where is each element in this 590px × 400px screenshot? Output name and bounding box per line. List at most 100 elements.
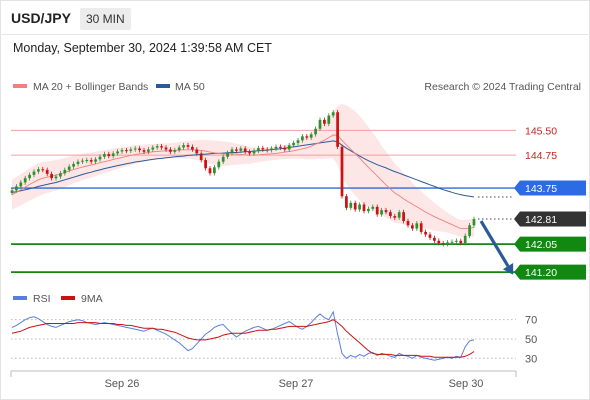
candle-body xyxy=(103,154,106,157)
candle xyxy=(142,147,146,155)
candle-body xyxy=(160,146,163,148)
candle-body xyxy=(336,112,339,147)
candle-body xyxy=(367,208,370,212)
candle xyxy=(204,157,207,171)
candle-body xyxy=(133,148,137,150)
candle xyxy=(371,204,375,212)
candle-body xyxy=(116,151,119,154)
candle-body xyxy=(380,210,383,215)
candle-body xyxy=(37,169,40,172)
candle-body xyxy=(45,169,49,174)
candle-body xyxy=(125,150,128,152)
candle-body xyxy=(437,240,441,244)
candle-body xyxy=(441,243,445,245)
candle xyxy=(252,148,256,156)
candle-body xyxy=(129,149,133,151)
main-legend: MA 20 + Bollinger Bands MA 50 Research ©… xyxy=(13,81,581,93)
candle-body xyxy=(195,149,199,154)
candle-body xyxy=(72,163,75,167)
candle-body xyxy=(217,161,221,168)
candle xyxy=(182,142,185,150)
candle xyxy=(10,188,14,196)
candle-body xyxy=(63,169,67,174)
header-bar: USD/JPY 30 MIN xyxy=(0,0,588,36)
candle xyxy=(455,238,458,245)
rsi-9ma-line xyxy=(11,319,475,358)
candle xyxy=(397,209,401,221)
forecast-arrow-shaft xyxy=(479,220,510,267)
candle xyxy=(177,145,181,153)
candle-body xyxy=(10,190,14,193)
timeframe-badge[interactable]: 30 MIN xyxy=(80,8,131,30)
candle xyxy=(419,221,423,235)
header-divider xyxy=(0,34,588,35)
candle-body xyxy=(459,240,463,244)
candle xyxy=(393,213,397,221)
candle-body xyxy=(309,134,313,138)
candle-body xyxy=(270,148,273,151)
candle xyxy=(261,145,265,152)
forecast-arrow xyxy=(479,220,514,275)
candle xyxy=(323,117,326,127)
legend-label-9ma: 9MA xyxy=(81,293,103,305)
candle-body xyxy=(393,216,397,218)
candle-body xyxy=(213,167,216,174)
candle-body xyxy=(274,146,278,149)
x-tick-sep26: Sep 26 xyxy=(105,378,140,390)
candle-body xyxy=(235,149,238,151)
rsi-tick-30: 30 xyxy=(525,353,537,365)
candle xyxy=(217,159,221,170)
candle-body xyxy=(208,168,212,174)
candle-body xyxy=(226,152,229,157)
candle xyxy=(270,146,273,153)
candle xyxy=(279,144,282,150)
credit-text: Research © 2024 Trading Central xyxy=(424,81,581,93)
candle xyxy=(301,133,304,143)
candle xyxy=(19,180,23,189)
candle-body xyxy=(243,148,247,152)
candle-body xyxy=(15,186,18,191)
candle-body xyxy=(85,160,89,162)
candle xyxy=(314,126,317,137)
candle xyxy=(450,239,454,245)
candle-body xyxy=(468,225,471,236)
candle-body xyxy=(397,212,401,218)
candle xyxy=(67,164,71,173)
x-tick-sep30: Sep 30 xyxy=(449,378,484,390)
candle xyxy=(428,232,432,241)
candle xyxy=(125,147,128,154)
candle xyxy=(389,209,392,219)
candle xyxy=(235,147,238,154)
candle xyxy=(358,202,361,212)
candle-body xyxy=(59,173,62,177)
candle-body xyxy=(389,212,392,217)
candle-body xyxy=(120,150,124,152)
candle-body xyxy=(147,149,150,152)
candle-body xyxy=(248,151,251,154)
ma50-line xyxy=(11,140,475,198)
candle-body xyxy=(107,154,111,157)
candle xyxy=(248,149,251,156)
level-label-143-75: 143.75 xyxy=(525,183,557,195)
candle xyxy=(296,137,300,146)
candle xyxy=(28,172,31,181)
symbol-title: USD/JPY xyxy=(11,10,71,26)
candle-body xyxy=(230,149,234,153)
timestamp: Monday, September 30, 2024 1:39:58 AM CE… xyxy=(13,41,272,55)
candle xyxy=(164,145,168,152)
candle-body xyxy=(23,178,27,183)
candle xyxy=(169,147,172,155)
candle xyxy=(459,238,463,246)
candle xyxy=(472,216,476,228)
candle-body xyxy=(265,149,269,151)
candlesticks xyxy=(10,109,476,247)
candle-body xyxy=(182,145,185,148)
candle xyxy=(384,207,388,215)
level-label-142-81: 142.81 xyxy=(525,214,557,226)
candle xyxy=(107,151,111,159)
candle-body xyxy=(252,150,256,154)
candle-body xyxy=(433,237,436,241)
legend-swatch-ma50 xyxy=(156,84,170,88)
candle xyxy=(76,159,80,167)
